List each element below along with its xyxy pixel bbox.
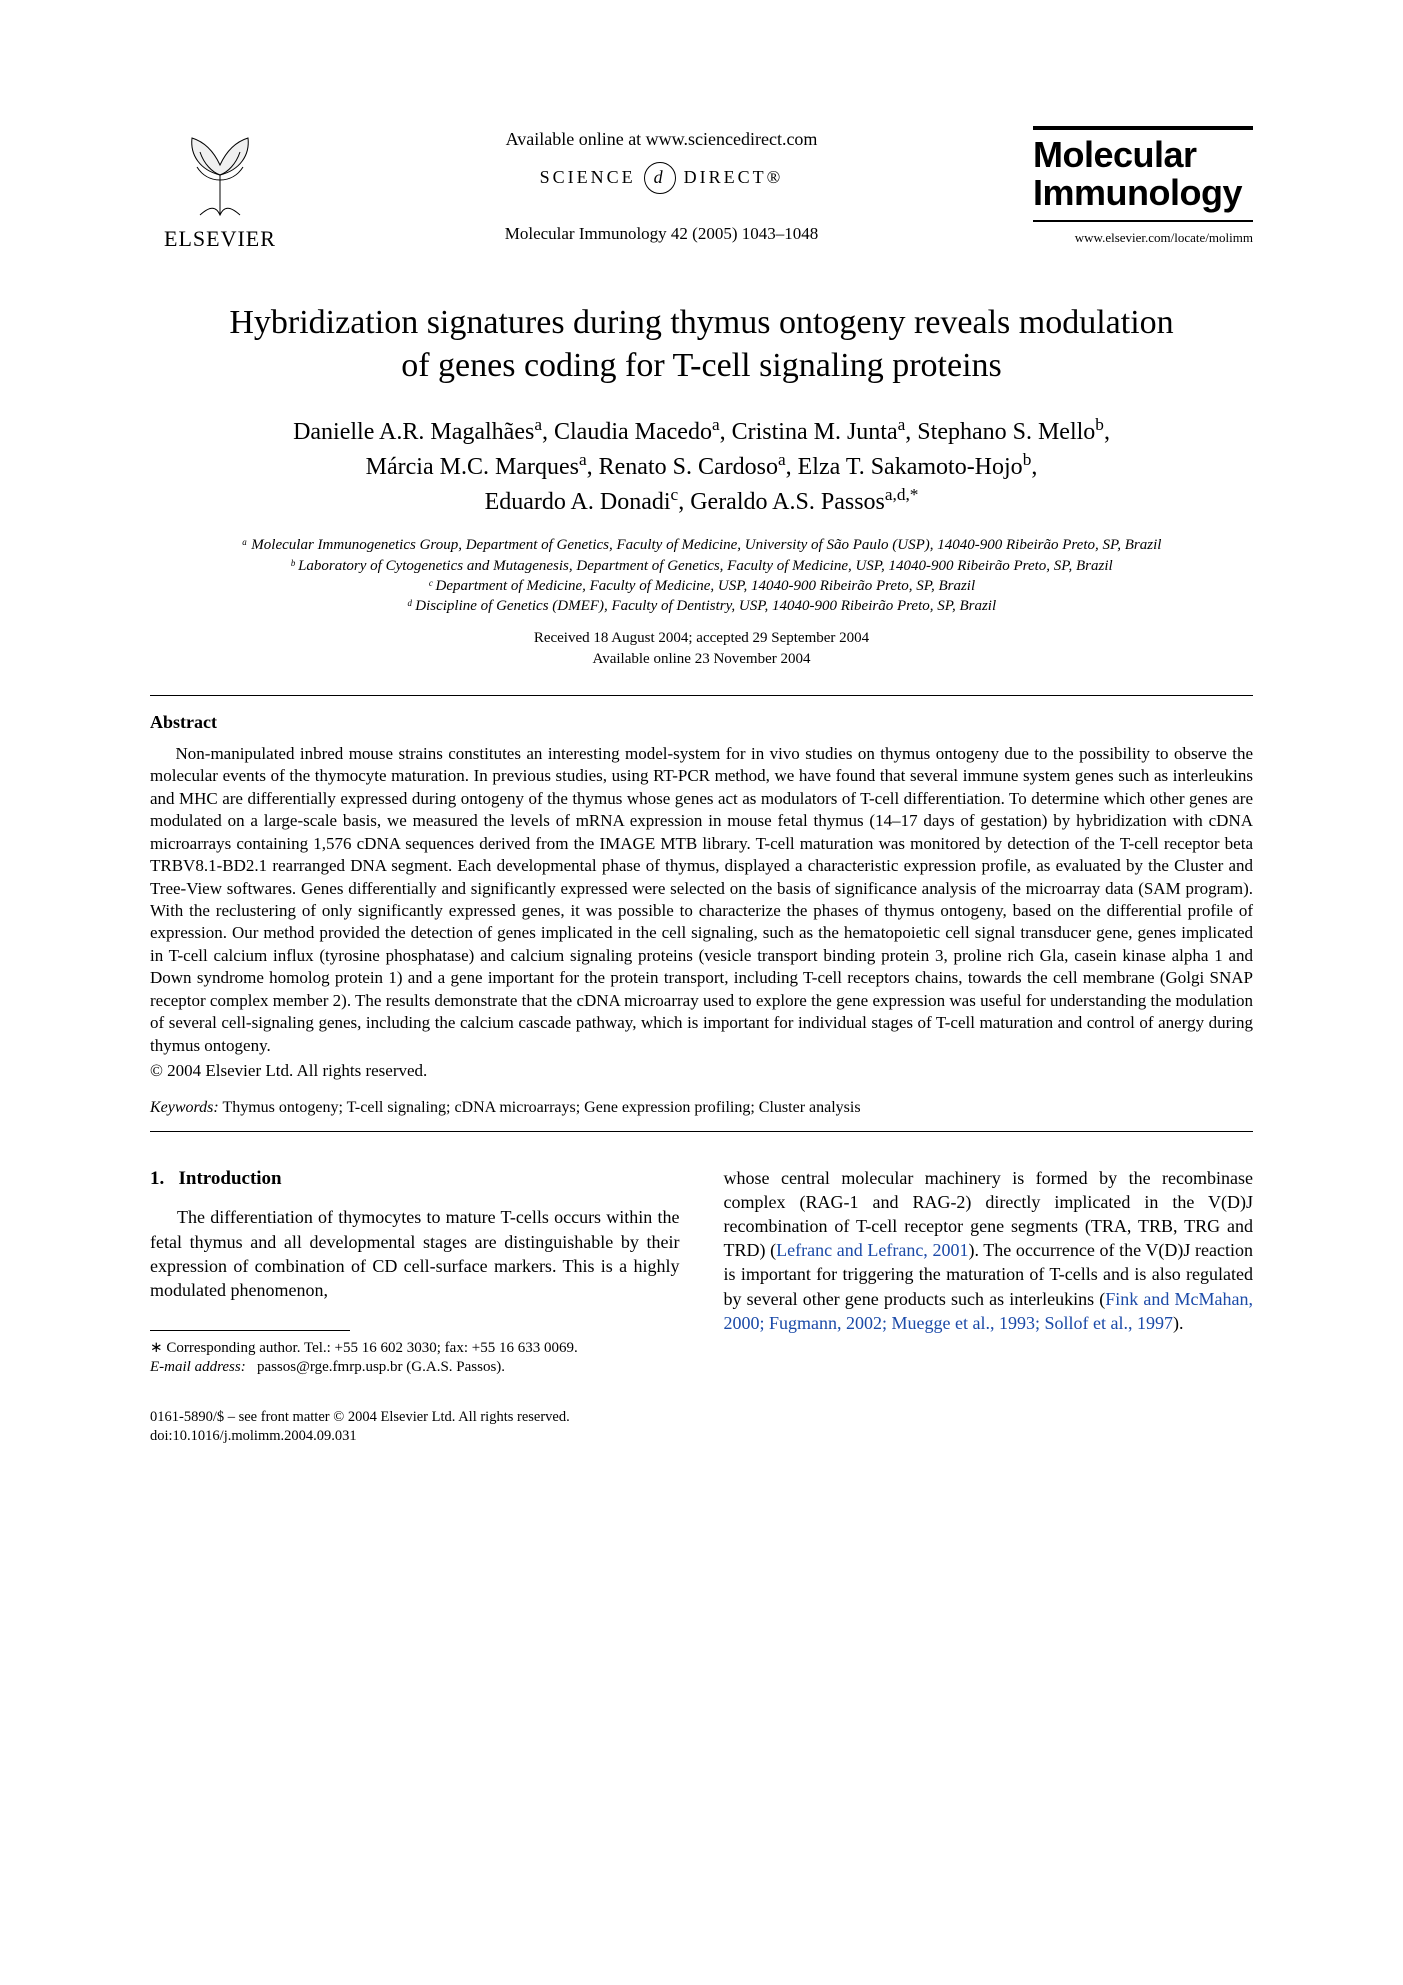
rule-above-abstract bbox=[150, 695, 1253, 696]
right-column: whose central molecular machinery is for… bbox=[724, 1166, 1254, 1378]
publisher-name: ELSEVIER bbox=[164, 226, 276, 252]
keywords-label: Keywords: bbox=[150, 1099, 219, 1116]
elsevier-tree-icon bbox=[170, 120, 270, 220]
header-center: Available online at www.sciencedirect.co… bbox=[290, 129, 1033, 244]
journal-rule-bottom bbox=[1033, 220, 1253, 222]
author-list: Danielle A.R. Magalhãesa, Claudia Macedo… bbox=[150, 415, 1253, 519]
corresponding-author-footnote: ∗ Corresponding author. Tel.: +55 16 602… bbox=[150, 1339, 680, 1378]
body-columns: 1. Introduction The differentiation of t… bbox=[150, 1166, 1253, 1378]
article-dates: Received 18 August 2004; accepted 29 Sep… bbox=[150, 628, 1253, 669]
email-label: E-mail address: bbox=[150, 1359, 246, 1375]
page-footer: 0161-5890/$ – see front matter © 2004 El… bbox=[150, 1408, 1253, 1446]
journal-reference: Molecular Immunology 42 (2005) 1043–1048 bbox=[505, 224, 819, 244]
left-column: 1. Introduction The differentiation of t… bbox=[150, 1166, 680, 1378]
journal-title-line1: Molecular bbox=[1033, 134, 1197, 175]
article-title-line2: of genes coding for T-cell signaling pro… bbox=[401, 347, 1002, 384]
corr-author-line: ∗ Corresponding author. Tel.: +55 16 602… bbox=[150, 1339, 680, 1359]
abstract-body: Non-manipulated inbred mouse strains con… bbox=[150, 743, 1253, 1057]
footnote-separator bbox=[150, 1330, 350, 1331]
journal-title: Molecular Immunology bbox=[1033, 136, 1253, 212]
right-para-post: ). bbox=[1173, 1313, 1184, 1333]
keywords-line: Keywords: Thymus ontogeny; T-cell signal… bbox=[150, 1099, 1253, 1117]
front-matter-line: 0161-5890/$ – see front matter © 2004 El… bbox=[150, 1408, 1253, 1427]
article-title: Hybridization signatures during thymus o… bbox=[150, 302, 1253, 387]
affiliation-c: ᶜ Department of Medicine, Faculty of Med… bbox=[150, 576, 1253, 596]
abstract-heading: Abstract bbox=[150, 712, 1253, 733]
available-online-text: Available online at www.sciencedirect.co… bbox=[506, 129, 818, 150]
journal-rule-top bbox=[1033, 126, 1253, 130]
abstract-copyright: © 2004 Elsevier Ltd. All rights reserved… bbox=[150, 1061, 1253, 1081]
journal-header: ELSEVIER Available online at www.science… bbox=[150, 120, 1253, 252]
science-direct-right: DIRECT® bbox=[684, 167, 784, 188]
journal-title-line2: Immunology bbox=[1033, 172, 1242, 213]
dates-online: Available online 23 November 2004 bbox=[150, 649, 1253, 669]
section-number: 1. bbox=[150, 1168, 164, 1189]
science-direct-left: SCIENCE bbox=[540, 167, 636, 188]
journal-url: www.elsevier.com/locate/molimm bbox=[1033, 230, 1253, 246]
intro-para-left: The differentiation of thymocytes to mat… bbox=[150, 1205, 680, 1301]
affiliation-a: ᵃ Molecular Immunogenetics Group, Depart… bbox=[150, 535, 1253, 555]
affiliations: ᵃ Molecular Immunogenetics Group, Depart… bbox=[150, 535, 1253, 616]
intro-para-right: whose central molecular machinery is for… bbox=[724, 1166, 1254, 1335]
science-direct-mark: SCIENCE d DIRECT® bbox=[540, 162, 784, 194]
affiliation-b: ᵇ Laboratory of Cytogenetics and Mutagen… bbox=[150, 556, 1253, 576]
corr-email-line: E-mail address: passos@rge.fmrp.usp.br (… bbox=[150, 1358, 680, 1378]
science-direct-d-icon: d bbox=[644, 162, 676, 194]
keywords-list: Thymus ontogeny; T-cell signaling; cDNA … bbox=[222, 1099, 860, 1116]
journal-title-block: Molecular Immunology www.elsevier.com/lo… bbox=[1033, 126, 1253, 246]
publisher-logo-block: ELSEVIER bbox=[150, 120, 290, 252]
section-title: Introduction bbox=[179, 1168, 282, 1189]
article-title-line1: Hybridization signatures during thymus o… bbox=[229, 304, 1173, 341]
doi-line: doi:10.1016/j.molimm.2004.09.031 bbox=[150, 1427, 1253, 1446]
ref-link-lefranc[interactable]: Lefranc and Lefranc, 2001 bbox=[776, 1240, 968, 1260]
rule-below-keywords bbox=[150, 1131, 1253, 1132]
section-1-heading: 1. Introduction bbox=[150, 1166, 680, 1191]
affiliation-d: ᵈ Discipline of Genetics (DMEF), Faculty… bbox=[150, 596, 1253, 616]
email-value: passos@rge.fmrp.usp.br (G.A.S. Passos). bbox=[257, 1359, 505, 1375]
dates-received-accepted: Received 18 August 2004; accepted 29 Sep… bbox=[150, 628, 1253, 648]
